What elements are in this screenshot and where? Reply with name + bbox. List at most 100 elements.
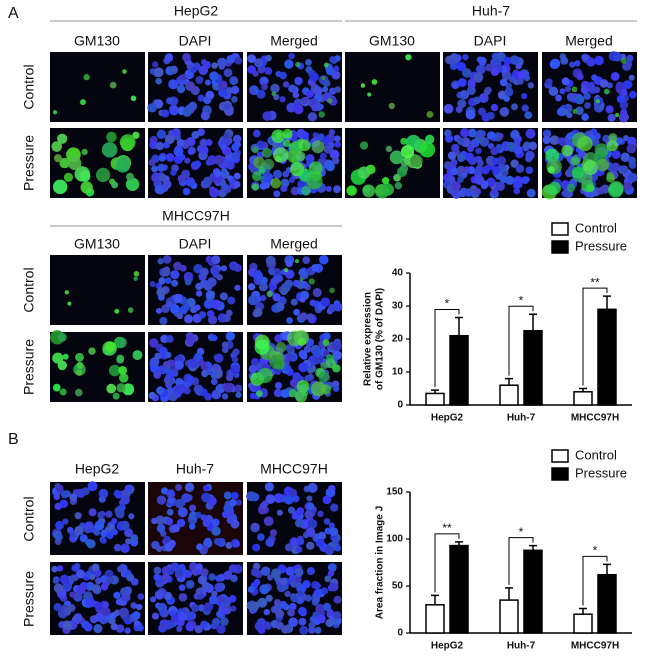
nucleus — [216, 274, 223, 281]
nucleus — [169, 65, 179, 75]
bar — [523, 330, 543, 406]
nucleus — [165, 373, 172, 381]
nucleus — [508, 76, 516, 83]
nucleus — [273, 493, 284, 504]
nucleus — [105, 510, 113, 518]
nucleus — [333, 595, 342, 604]
gm130-signal — [57, 332, 67, 342]
nucleus — [162, 255, 172, 264]
error-bar — [505, 587, 513, 601]
legend-swatch — [551, 467, 569, 481]
nucleus — [94, 520, 105, 531]
gm130-signal — [561, 145, 573, 157]
nucleus — [195, 588, 203, 595]
significance-bracket — [434, 309, 460, 388]
nucleus — [157, 163, 166, 172]
nucleus — [475, 64, 486, 75]
nucleus — [234, 384, 243, 393]
nucleus — [161, 573, 171, 582]
nucleus — [459, 89, 470, 100]
nucleus — [324, 575, 332, 583]
nucleus — [307, 112, 318, 122]
nucleus — [249, 87, 256, 94]
nucleus — [120, 587, 129, 597]
gm130-signal — [115, 157, 131, 173]
nucleus — [307, 502, 315, 510]
gm130-signal — [118, 373, 129, 383]
nucleus — [332, 385, 340, 392]
nucleus — [460, 128, 470, 138]
nucleus — [163, 366, 172, 375]
nucleus — [174, 360, 184, 370]
nucleus — [324, 545, 335, 556]
nucleus — [605, 105, 614, 114]
nucleus — [181, 169, 191, 179]
nucleus — [464, 152, 475, 162]
nucleus — [467, 128, 477, 138]
nucleus — [275, 621, 284, 630]
nucleus — [105, 531, 114, 540]
nucleus — [211, 518, 220, 527]
nucleus — [184, 482, 195, 493]
nucleus — [94, 601, 104, 611]
nucleus — [175, 483, 183, 492]
nucleus — [210, 372, 218, 380]
nucleus — [319, 152, 327, 160]
nucleus — [206, 277, 217, 287]
nucleus — [591, 74, 598, 81]
gm130-signal — [318, 371, 330, 383]
nucleus — [69, 591, 76, 598]
nucleus — [270, 277, 278, 286]
nucleus — [171, 128, 181, 138]
nucleus — [322, 332, 331, 341]
nucleus — [311, 264, 319, 272]
significance-bracket — [582, 555, 608, 606]
nucleus — [69, 574, 78, 582]
nucleus — [100, 575, 108, 583]
nucleus — [214, 582, 224, 593]
nucleus — [490, 188, 499, 196]
group-title: MHCC97H — [162, 208, 230, 224]
nucleus — [462, 68, 472, 78]
nucleus — [296, 507, 305, 515]
nucleus — [259, 76, 269, 86]
nucleus — [137, 624, 144, 632]
bar — [425, 604, 445, 634]
nucleus — [262, 111, 272, 121]
nucleus — [513, 139, 521, 147]
nucleus — [233, 540, 240, 548]
nucleus — [284, 279, 294, 289]
nucleus — [204, 392, 212, 401]
nucleus — [163, 535, 171, 544]
nucleus — [221, 136, 231, 147]
nucleus — [332, 157, 340, 165]
nucleus — [484, 164, 492, 172]
nucleus — [315, 603, 325, 614]
gm130-signal — [256, 390, 263, 397]
nucleus — [81, 487, 90, 496]
nucleus — [495, 143, 503, 151]
gm130-signal — [606, 140, 619, 152]
gm130-signal — [570, 156, 580, 166]
nucleus — [67, 604, 76, 612]
nucleus — [325, 66, 335, 76]
nucleus — [279, 600, 288, 609]
nucleus — [74, 512, 82, 520]
gm130-signal — [604, 88, 610, 95]
nucleus — [218, 63, 225, 70]
nucleus — [88, 508, 97, 517]
nucleus — [156, 287, 166, 298]
gm130-signal — [297, 337, 306, 346]
nucleus — [181, 493, 191, 503]
nucleus — [173, 146, 184, 157]
nucleus — [222, 184, 229, 191]
gm130-signal — [410, 154, 423, 168]
nucleus — [201, 581, 211, 591]
nucleus — [450, 158, 458, 167]
micrograph — [50, 52, 145, 122]
gm130-signal — [109, 81, 117, 89]
nucleus — [280, 178, 290, 188]
nucleus — [225, 331, 236, 341]
nucleus — [250, 522, 260, 533]
